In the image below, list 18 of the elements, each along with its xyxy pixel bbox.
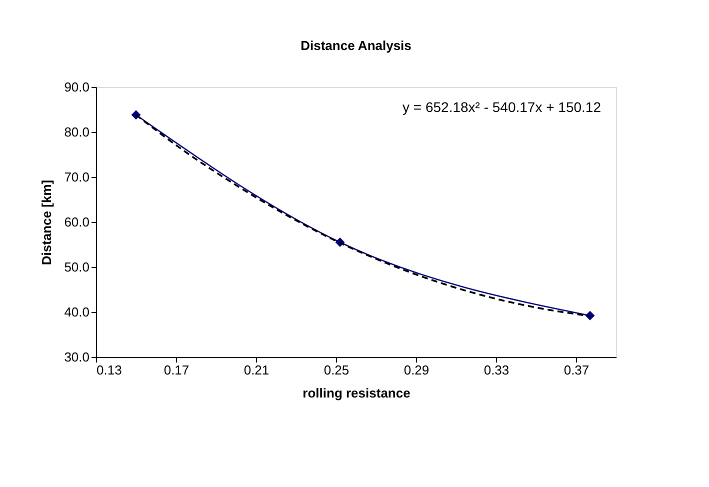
- y-tick-label: 90.0: [64, 80, 90, 94]
- y-tick-label: 60.0: [64, 214, 90, 230]
- x-tick-label: 0.29: [404, 362, 430, 378]
- y-tick-label: 80.0: [64, 124, 90, 140]
- x-tick-label: 0.21: [244, 362, 270, 378]
- x-tick-label: 0.25: [324, 362, 350, 378]
- x-tick-label: 0.13: [96, 362, 122, 378]
- x-tick-label: 0.37: [564, 362, 590, 378]
- y-tick-label: 30.0: [64, 350, 90, 364]
- y-tick-label: 70.0: [64, 170, 90, 184]
- chart-title: Distance Analysis: [300, 38, 412, 53]
- x-axis-title: rolling resistance: [302, 386, 410, 400]
- y-tick-label: 40.0: [64, 304, 90, 320]
- annotation: y = 652.18x² - 540.17x + 150.12: [402, 99, 602, 115]
- y-tick-label: 50.0: [64, 260, 90, 274]
- x-tick-label: 0.33: [484, 362, 510, 378]
- y-axis-title: Distance [km]: [39, 180, 54, 266]
- x-tick-label: 0.17: [164, 362, 190, 378]
